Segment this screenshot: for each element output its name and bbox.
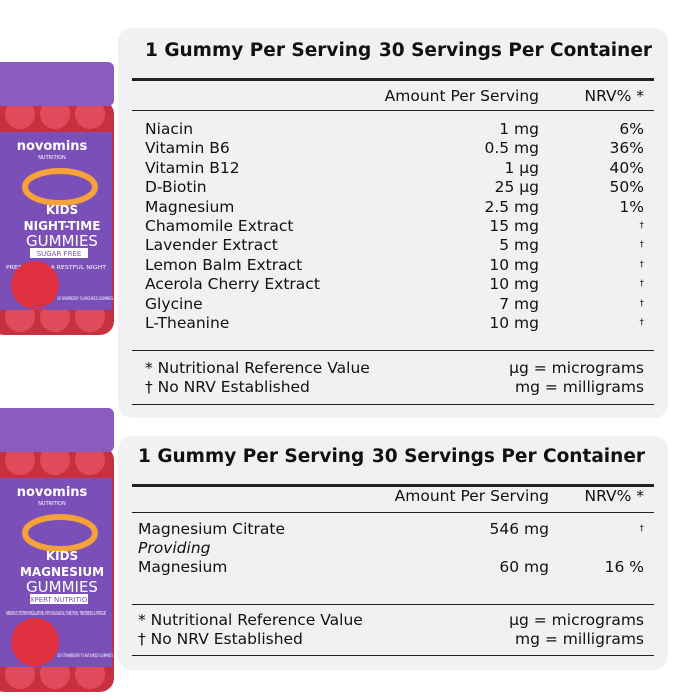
nutrient-nrv: 16 % <box>604 558 644 576</box>
nutrient-amount: 1 µg <box>504 158 540 177</box>
footnote: * Nutritional Reference Value <box>145 359 370 377</box>
nutrient-amount: 7 mg <box>499 294 539 313</box>
nutrient-nrv: † <box>639 318 645 328</box>
nutrient-name: Providing <box>138 539 211 557</box>
nutrient-amount: 15 mg <box>489 217 539 235</box>
tagline: NERVOUS SYSTEM REGULATION, PSYCHOLOGICAL… <box>6 611 106 617</box>
divider <box>132 404 654 405</box>
nutrient-amount: 60 mg <box>499 558 549 576</box>
jar-lid <box>0 408 114 452</box>
nutrient-nrv: 40% <box>609 158 644 177</box>
nutrient-name: Magnesium <box>138 558 228 576</box>
rainbow <box>22 514 98 552</box>
rainbow <box>22 168 98 206</box>
nutrient-amount: 1 mg <box>499 120 539 138</box>
badge: SUGAR FREE <box>37 250 82 258</box>
divider <box>132 655 654 656</box>
serving-size: 1 Gummy Per Serving <box>138 446 365 467</box>
nutrient-amount: 546 mg <box>489 520 549 538</box>
count: 30 RASPBERRY FLAVOURED GUMMIES <box>57 296 113 302</box>
product-name: KIDS <box>46 549 78 563</box>
nutrient-name: Lemon Balm Extract <box>145 255 303 274</box>
servings-per-container: 30 Servings Per Container <box>371 446 645 467</box>
supplement-panel: 1 Gummy Per Serving 30 Servings Per Conta… <box>118 436 668 670</box>
servings-per-container: 30 Servings Per Container <box>378 40 652 61</box>
brand: novomins <box>17 485 88 500</box>
nutrient-nrv: † <box>639 240 645 251</box>
brand: novomins <box>17 139 88 154</box>
product-name: GUMMIES <box>26 232 98 250</box>
jar-lid <box>0 62 114 106</box>
product-name: NIGHT-TIME <box>24 219 101 233</box>
divider <box>132 110 654 111</box>
nutrient-amount: 5 mg <box>499 236 539 255</box>
nutrient-name: Vitamin B12 <box>145 158 240 177</box>
nutrient-nrv: 6% <box>619 120 644 138</box>
fruit <box>11 618 59 666</box>
unit-note: µg = micrograms <box>509 359 644 377</box>
column-header: NRV% * <box>584 87 644 105</box>
gummy <box>75 445 105 475</box>
nutrient-name: Chamomile Extract <box>145 217 294 235</box>
nutrient-amount: 10 mg <box>489 255 539 274</box>
count: 30 STRAWBERRY FLAVOURED GUMMIES <box>57 653 113 659</box>
nutrient-nrv: † <box>639 524 645 534</box>
divider <box>132 512 654 513</box>
nutrient-name: Acerola Cherry Extract <box>145 275 320 294</box>
nutrient-nrv: 1% <box>619 197 644 216</box>
column-header: NRV% * <box>584 487 644 505</box>
gummy <box>5 445 35 475</box>
nutrient-name: D-Biotin <box>145 178 207 197</box>
nutrient-nrv: 50% <box>609 178 644 197</box>
footnote: † No NRV Established <box>138 629 303 648</box>
nutrient-nrv: † <box>639 298 645 309</box>
nutrient-nrv: † <box>639 279 645 290</box>
nutrient-amount: 25 µg <box>494 178 539 197</box>
product-name: MAGNESIUM <box>20 565 104 579</box>
product-name: KIDS <box>46 203 78 217</box>
nutrient-name: Niacin <box>145 120 194 138</box>
footnote: * Nutritional Reference Value <box>138 611 363 629</box>
nutrient-amount: 10 mg <box>489 314 539 332</box>
nutrient-name: Magnesium <box>145 197 235 216</box>
badge-bg <box>30 248 88 258</box>
supplement-panel: 1 Gummy Per Serving 30 Servings Per Conta… <box>118 28 668 418</box>
divider <box>132 604 654 605</box>
nutrient-nrv: 36% <box>609 139 644 158</box>
nutrient-nrv: † <box>639 221 645 231</box>
product-name: GUMMIES <box>26 578 98 596</box>
nutrient-name: Magnesium Citrate <box>138 520 285 538</box>
gummy <box>40 99 70 129</box>
nutrient-name: Lavender Extract <box>145 236 278 255</box>
divider <box>132 484 654 487</box>
unit-note: mg = milligrams <box>515 629 644 648</box>
column-header: Amount Per Serving <box>384 87 539 105</box>
gummy <box>5 99 35 129</box>
footnote: † No NRV Established <box>145 378 310 396</box>
nutrient-nrv: † <box>639 259 645 270</box>
nutrient-amount: 10 mg <box>489 275 539 294</box>
tagline: PREPARE FOR A RESTFUL NIGHT <box>6 265 107 271</box>
unit-note: mg = milligrams <box>515 378 644 396</box>
nutrient-name: Glycine <box>145 294 203 313</box>
unit-note: µg = micrograms <box>509 611 644 629</box>
product-images: novominsNUTRITIONKIDSNIGHT-TIMEGUMMIESSU… <box>0 62 114 692</box>
nutrient-name: L-Theanine <box>145 314 230 332</box>
badge-bg <box>30 594 88 604</box>
nutrient-amount: 0.5 mg <box>484 139 539 158</box>
fruit <box>11 261 59 309</box>
serving-size: 1 Gummy Per Serving <box>145 40 372 61</box>
gummy <box>75 99 105 129</box>
brand-sub: NUTRITION <box>38 501 66 507</box>
column-header: Amount Per Serving <box>394 487 549 505</box>
divider <box>132 350 654 351</box>
badge: EXPERT NUTRITION <box>25 596 92 604</box>
brand-sub: NUTRITION <box>38 155 66 161</box>
divider <box>132 78 654 81</box>
nutrient-name: Vitamin B6 <box>145 139 230 158</box>
nutrient-amount: 2.5 mg <box>484 197 539 216</box>
gummy <box>40 445 70 475</box>
